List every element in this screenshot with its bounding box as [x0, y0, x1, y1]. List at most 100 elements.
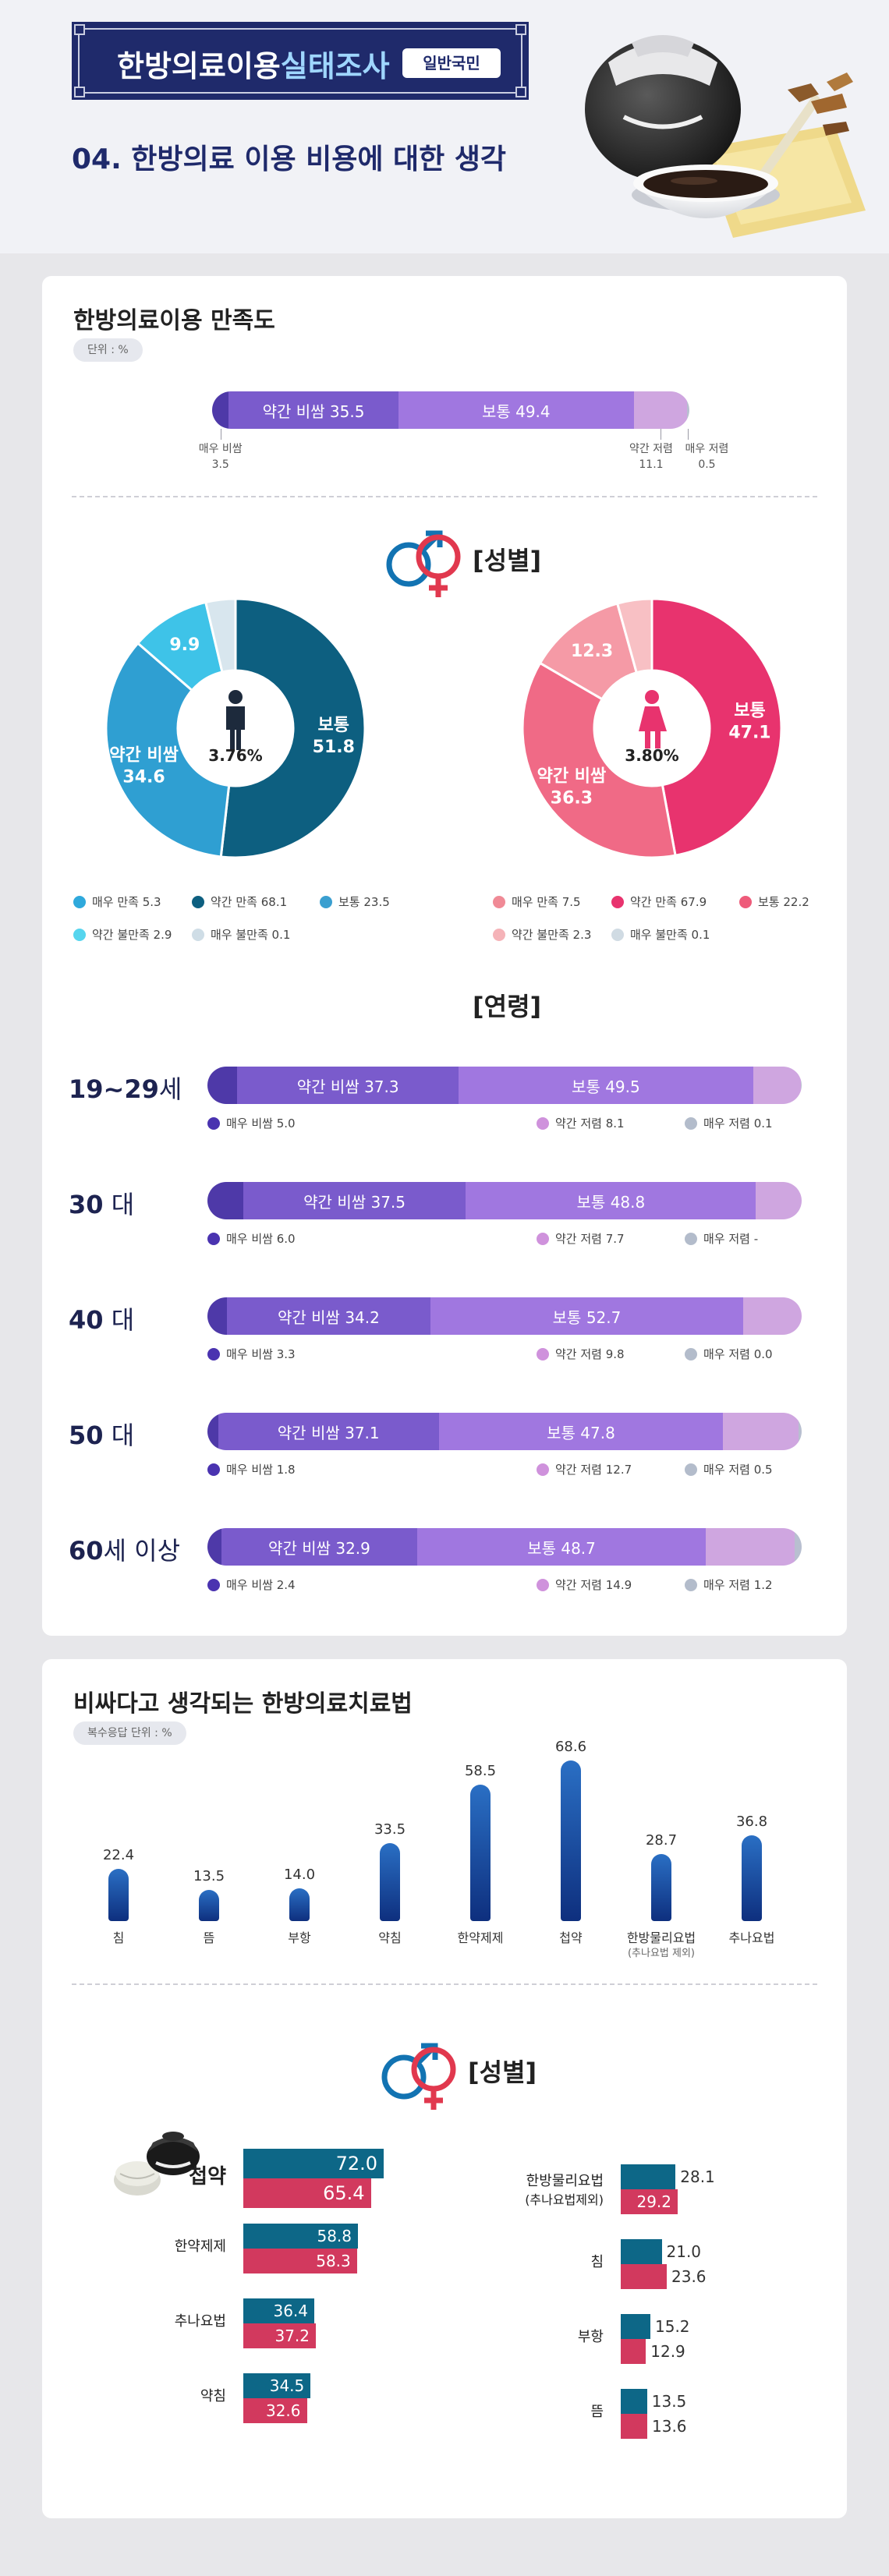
column-value: 28.7 [645, 1831, 678, 1849]
age-label: 60세 이상 [69, 1531, 180, 1567]
age-label: 40 대 [69, 1300, 134, 1336]
herbal-pot-icon [114, 2132, 200, 2196]
bar-legend-sc: 약간 저렴 8.1 [537, 1115, 625, 1131]
legend-text: 매우 저렴 0.5 [703, 1463, 773, 1477]
age-label-rest: 대 [103, 1421, 135, 1450]
legend-swatch [685, 1116, 697, 1130]
legend-swatch [320, 895, 332, 908]
age-label-strong: 60 [69, 1536, 104, 1566]
label-vc: 매우 저렴 0.5 [685, 443, 729, 471]
bar-legend-vc: 매우 저렴 1.2 [685, 1576, 773, 1593]
gender-bar-female [621, 2339, 646, 2364]
gender-bar-male: 72.0 [243, 2149, 384, 2178]
legend-swatch [537, 1232, 549, 1245]
gender-value-male: 28.1 [680, 2167, 715, 2186]
age-stacked-bar: 약간 비쌈 37.1 보통 47.8 [207, 1413, 802, 1450]
segment-vc [794, 1528, 802, 1566]
banner-title-main: 한방의료이용 [117, 49, 281, 83]
gender-value-male: 15.2 [655, 2317, 690, 2336]
legend-swatch [537, 1578, 549, 1591]
gender-category: 뜸 [590, 2403, 604, 2422]
column-category-label: 뜸 [203, 1930, 215, 1945]
segment-nn: 보통 48.8 [466, 1182, 756, 1219]
age-label: 30 대 [69, 1185, 134, 1221]
age-stacked-bar: 약간 비쌈 37.3 보통 49.5 [207, 1067, 802, 1104]
gender-bar-male: 58.8 [243, 2224, 358, 2249]
gender-category-note: (추나요법제외) [525, 2192, 604, 2207]
gender-category: 한방물리요법 (추나요법제외) [525, 2172, 604, 2210]
legend-text: 매우 만족 7.5 [512, 895, 581, 909]
column-value: 33.5 [374, 1821, 406, 1838]
gender-value-male: 21.0 [666, 2242, 702, 2261]
male-donut-chart: 보통 51.8 약간 비쌈 34.6 9.9 3.76% [104, 597, 367, 859]
gender-heading: [성별] [473, 546, 542, 575]
legend-text: 약간 저렴 14.9 [555, 1578, 632, 1592]
gender-value-female: 13.6 [652, 2417, 687, 2436]
gender-symbol-icon [386, 530, 461, 597]
legend-swatch [207, 1578, 220, 1591]
column-category-label: 추나요법 [728, 1930, 775, 1945]
gender-category-label: 약침 [200, 2388, 226, 2404]
segment-sc [723, 1413, 799, 1450]
segment-vc [686, 391, 689, 429]
segment-sd: 약간 비쌈 37.3 [237, 1067, 459, 1104]
age-heading: [연령] [473, 992, 542, 1021]
column-value: 22.4 [102, 1846, 135, 1863]
legend-text: 매우 불만족 0.1 [630, 928, 710, 942]
female-donut-chart: 보통 47.1 약간 비쌈 36.3 12.3 3.80% [521, 597, 783, 859]
column-category: 한방물리요법 (추나요법 제외) [603, 1930, 720, 1962]
bar-legend-vd: 매우 비쌈 6.0 [207, 1230, 296, 1247]
segment-sd: 약간 비쌈 37.1 [218, 1413, 439, 1450]
age-stacked-bar: 약간 비쌈 34.2 보통 52.7 [207, 1297, 802, 1335]
legend-swatch [611, 928, 624, 941]
segment-vd [207, 1528, 222, 1566]
column-category-label: 첩약 [559, 1930, 583, 1945]
bar-legend-vd: 매우 비쌈 2.4 [207, 1576, 296, 1593]
gender-bar-male [621, 2314, 650, 2339]
segment-sd: 약간 비쌈 35.5 [228, 391, 398, 429]
age-label-rest: 세 이상 [103, 1536, 181, 1566]
segment-nn: 보통 47.8 [438, 1413, 724, 1450]
legend-text: 매우 저렴 0.0 [703, 1347, 773, 1361]
legend-item: 매우 불만족 0.1 [192, 926, 290, 943]
legend-text: 약간 저렴 7.7 [555, 1232, 625, 1246]
gender-category: 약침 [200, 2387, 226, 2406]
column-value: 14.0 [283, 1867, 316, 1883]
divider [72, 1983, 817, 1985]
legend-text: 매우 비쌈 2.4 [226, 1578, 296, 1592]
column-category-label: 한약제제 [457, 1930, 504, 1945]
column-value: 58.5 [464, 1762, 497, 1779]
legend-text: 약간 저렴 9.8 [555, 1347, 625, 1361]
donut-slice-label: 12.3 [571, 642, 613, 661]
column-bar [742, 1835, 762, 1921]
gender-bar-female: 65.4 [243, 2178, 371, 2208]
column-bar [651, 1853, 671, 1921]
donut-slice-label: 9.9 [169, 635, 200, 655]
legend-swatch [685, 1578, 697, 1591]
bar-legend-vc: 매우 저렴 0.0 [685, 1346, 773, 1362]
column-category-label: 약침 [378, 1930, 402, 1945]
age-label-strong: 19~29 [69, 1074, 159, 1104]
legend-text: 약간 불만족 2.9 [92, 928, 172, 942]
age-stacked-bar: 약간 비쌈 37.5 보통 48.8 [207, 1182, 802, 1219]
legend-text: 약간 저렴 12.7 [555, 1463, 632, 1477]
gender-value-female: 12.9 [650, 2342, 685, 2361]
legend-swatch [207, 1232, 220, 1245]
legend-swatch [493, 895, 505, 908]
column-category-label: 부항 [288, 1930, 311, 1945]
page-subtitle: 04. 한방의료 이용 비용에 대한 생각 [72, 143, 506, 175]
legend-swatch [537, 1463, 549, 1476]
header: 한방의료이용실태조사 일반국민 04. 한방의료 이용 비용에 대한 생각 [0, 0, 889, 253]
segment-vd [207, 1413, 218, 1450]
label-vd: 매우 비쌈 3.5 [198, 443, 243, 471]
donut-slice-label: 보통 47.1 [728, 702, 770, 743]
column-bar [380, 1842, 400, 1921]
donut-slice-label: 보통 51.8 [313, 716, 355, 757]
legend-text: 매우 저렴 - [703, 1232, 759, 1246]
legend-text: 약간 불만족 2.3 [512, 928, 592, 942]
column-bar [108, 1868, 129, 1921]
bar-legend-sc: 약간 저렴 7.7 [537, 1230, 625, 1247]
legend-item: 매우 만족 7.5 [493, 893, 581, 910]
label-sc: 약간 저렴 11.1 [629, 443, 673, 471]
legend-item: 매우 불만족 0.1 [611, 926, 710, 943]
